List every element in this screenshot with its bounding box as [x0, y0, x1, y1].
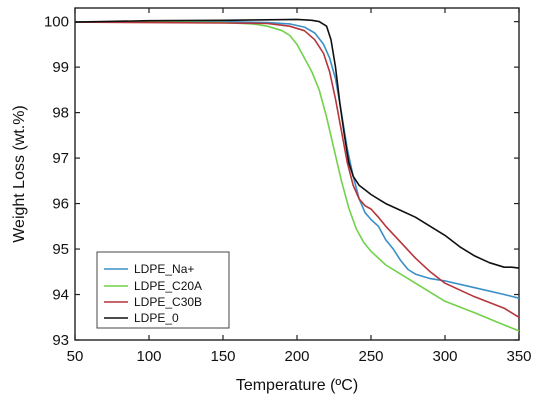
y-tick-label: 97 [52, 150, 69, 167]
x-tick-label: 300 [432, 348, 457, 365]
x-tick-label: 100 [136, 348, 161, 365]
x-tick-label: 150 [210, 348, 235, 365]
legend-label-ldpe-na: LDPE_Na+ [134, 262, 194, 276]
x-tick-label: 200 [284, 348, 309, 365]
legend-label-ldpe-c20a: LDPE_C20A [134, 279, 202, 293]
legend-label-ldpe-c30b: LDPE_C30B [134, 295, 202, 309]
legend-label-ldpe-0: LDPE_0 [134, 311, 179, 325]
x-axis-title: Temperature (ºC) [236, 377, 358, 394]
y-tick-label: 98 [52, 105, 69, 122]
x-tick-label: 50 [67, 348, 84, 365]
y-tick-label: 94 [52, 287, 69, 304]
y-tick-label: 99 [52, 59, 69, 76]
y-tick-label: 95 [52, 241, 69, 258]
legend: LDPE_Na+ LDPE_C20A LDPE_C30B LDPE_0 [96, 251, 230, 329]
x-tick-label: 350 [506, 348, 531, 365]
series-line-ldpe-c20a [75, 21, 520, 332]
x-tick-label: 250 [358, 348, 383, 365]
series-line-ldpe-0 [74, 18, 520, 269]
y-axis-title: Weight Loss (wt.%) [11, 105, 28, 243]
legend-box [96, 251, 230, 329]
axis-ticks: 50 100 150 200 250 300 350 93 94 95 96 97 98 99 100 [44, 8, 532, 365]
series-line-ldpe-c30b [74, 21, 520, 318]
series-lines [74, 18, 520, 332]
y-tick-label: 93 [52, 332, 69, 349]
y-tick-label: 96 [52, 196, 69, 213]
y-tick-label: 100 [44, 14, 69, 31]
